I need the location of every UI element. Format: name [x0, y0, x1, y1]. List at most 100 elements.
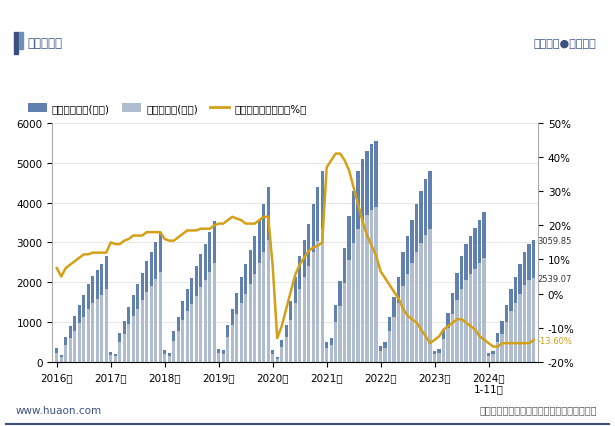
Bar [320, 230, 324, 362]
Text: 专业严谨●客观科学: 专业严谨●客观科学 [534, 39, 597, 49]
Bar [213, 222, 216, 362]
Bar [258, 264, 261, 362]
Bar [231, 326, 234, 362]
Bar [226, 325, 229, 362]
Bar [312, 253, 315, 362]
Bar [154, 243, 157, 362]
Bar [478, 221, 482, 362]
Bar [437, 353, 441, 362]
Bar [64, 345, 68, 362]
Bar [213, 264, 216, 362]
Bar [149, 286, 153, 362]
Bar [82, 295, 85, 362]
Bar [343, 249, 346, 362]
Bar [136, 309, 140, 362]
Bar [501, 334, 504, 362]
Bar [55, 348, 58, 362]
Bar [154, 279, 157, 362]
Bar [307, 267, 311, 362]
Bar [528, 245, 531, 362]
Bar [347, 261, 351, 362]
Bar [109, 355, 113, 362]
Bar [320, 172, 324, 362]
Bar [352, 192, 355, 362]
Bar [217, 353, 220, 362]
Bar [325, 342, 328, 362]
Bar [303, 240, 306, 362]
Bar [149, 253, 153, 362]
Bar [181, 301, 184, 362]
Bar [114, 354, 117, 362]
Bar [100, 295, 103, 362]
Bar [109, 352, 113, 362]
Bar [375, 207, 378, 362]
Bar [132, 316, 135, 362]
Bar [518, 265, 522, 362]
Bar [330, 345, 333, 362]
Text: www.huaon.com: www.huaon.com [15, 405, 101, 414]
Bar [397, 277, 400, 362]
Bar [478, 264, 482, 362]
Bar [127, 307, 130, 362]
Bar [14, 32, 18, 55]
Bar [379, 346, 383, 362]
Bar [316, 188, 319, 362]
Bar [194, 267, 198, 362]
Bar [429, 230, 432, 362]
Bar [338, 281, 342, 362]
Legend: 房地产投资额(亿元), 住宅投资额(亿元), 房地产投资额增速（%）: 房地产投资额(亿元), 住宅投资额(亿元), 房地产投资额增速（%） [23, 100, 311, 118]
Bar [505, 305, 509, 362]
Bar [217, 349, 220, 362]
Bar [433, 351, 437, 362]
Bar [253, 275, 256, 362]
Bar [167, 356, 171, 362]
Bar [271, 351, 274, 362]
Text: 华经情报网: 华经情报网 [28, 37, 63, 50]
Bar [60, 355, 63, 362]
Bar [73, 331, 76, 362]
Bar [415, 204, 418, 362]
Bar [194, 296, 198, 362]
Bar [204, 281, 207, 362]
Bar [433, 354, 437, 362]
Bar [276, 357, 279, 362]
Bar [221, 350, 225, 362]
Bar [136, 285, 140, 362]
Bar [172, 331, 175, 362]
Bar [406, 236, 410, 362]
Bar [491, 351, 495, 362]
Bar [100, 264, 103, 362]
Bar [442, 340, 445, 362]
Bar [55, 353, 58, 362]
Bar [357, 172, 360, 362]
Bar [177, 317, 180, 362]
Bar [145, 292, 148, 362]
Bar [266, 187, 270, 362]
Bar [424, 180, 427, 362]
Bar [204, 245, 207, 362]
Bar [235, 314, 239, 362]
Bar [298, 257, 301, 362]
Bar [208, 272, 212, 362]
Bar [118, 343, 121, 362]
Bar [392, 317, 396, 362]
Bar [293, 303, 297, 362]
Bar [82, 317, 85, 362]
Bar [177, 331, 180, 362]
Bar [334, 305, 338, 362]
Bar [114, 356, 117, 362]
Text: 3059.85: 3059.85 [538, 236, 571, 245]
Text: 2539.07: 2539.07 [538, 274, 571, 283]
Bar [208, 233, 212, 362]
Bar [280, 347, 284, 362]
Bar [69, 339, 72, 362]
Bar [325, 348, 328, 362]
Bar [491, 354, 495, 362]
Bar [419, 192, 423, 362]
Bar [141, 273, 144, 362]
Bar [266, 240, 270, 362]
Bar [231, 309, 234, 362]
Bar [446, 328, 450, 362]
Bar [95, 299, 99, 362]
Bar [370, 144, 373, 362]
